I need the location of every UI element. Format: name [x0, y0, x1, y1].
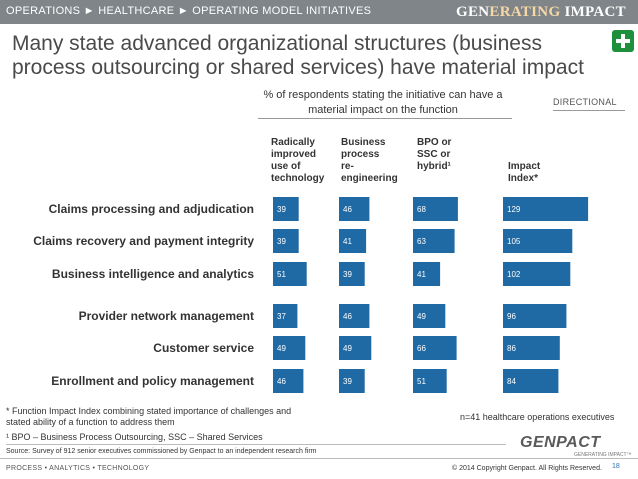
page-title: Many state advanced organizational struc… — [12, 32, 584, 79]
bar-value-label: 39 — [277, 237, 286, 246]
directional-divider — [553, 110, 625, 111]
bar-value-label: 41 — [343, 237, 352, 246]
bar — [413, 229, 455, 253]
bar-value-label: 39 — [343, 377, 352, 386]
bar-value-label: 46 — [343, 312, 352, 321]
row-label: Claims recovery and payment integrity — [33, 234, 254, 248]
bar — [339, 229, 367, 253]
bar-value-label: 84 — [507, 377, 516, 386]
bar — [503, 197, 589, 221]
subtitle-divider — [258, 118, 512, 119]
column-header-line: process — [341, 149, 380, 160]
column-header-line: hybrid¹ — [417, 161, 451, 172]
column-header-line: Impact — [508, 161, 541, 172]
bar-value-label: 66 — [417, 344, 426, 353]
row-label: Enrollment and policy management — [51, 374, 254, 388]
column-header-line: technology — [271, 173, 325, 184]
column-header-line: Index* — [508, 173, 539, 184]
brand-middle: ERATING — [489, 4, 561, 20]
bar — [273, 369, 304, 393]
column-header-bpo: BPO or SSC or hybrid¹ — [417, 137, 451, 173]
genpact-logo: GENPACT — [520, 434, 601, 451]
bar — [273, 336, 306, 360]
breadcrumb: OPERATIONS ► HEALTHCARE ► OPERATING MODE… — [6, 5, 372, 17]
footnote-impact-index: * Function Impact Index combining stated… — [6, 406, 292, 427]
brand-wordmark: GENERATING IMPACT — [456, 4, 626, 21]
bar-value-label: 49 — [343, 344, 352, 353]
chart-subtitle: % of respondents stating the initiative … — [263, 89, 503, 116]
source-divider — [6, 444, 506, 445]
bar — [273, 229, 299, 253]
column-header-line: BPO or — [417, 137, 452, 148]
bar — [413, 197, 458, 221]
bar-value-label: 129 — [507, 205, 521, 214]
bar-value-label: 39 — [277, 205, 286, 214]
bar-value-label: 63 — [417, 237, 426, 246]
bar — [273, 197, 299, 221]
bar — [503, 229, 573, 253]
bar — [339, 262, 365, 286]
bar-value-label: 37 — [277, 312, 286, 321]
bar — [503, 304, 567, 328]
bar-value-label: 46 — [343, 205, 352, 214]
bar-value-label: 102 — [507, 270, 521, 279]
column-header-line: SSC or — [417, 149, 451, 160]
page-number: 18 — [612, 463, 620, 470]
bar — [339, 304, 370, 328]
bar — [503, 336, 560, 360]
column-header-line: improved — [271, 149, 317, 160]
bar-value-label: 49 — [417, 312, 426, 321]
bar — [413, 262, 441, 286]
footer-tagline: PROCESS • ANALYTICS • TECHNOLOGY — [6, 465, 150, 472]
bar — [503, 369, 559, 393]
column-header-line: use of — [271, 161, 301, 172]
bar-value-label: 105 — [507, 237, 521, 246]
bar-value-label: 39 — [343, 270, 352, 279]
footer-divider — [0, 458, 638, 459]
healthcare-cross-icon — [612, 30, 634, 52]
brand-suffix: IMPACT — [560, 4, 626, 20]
bar-value-label: 41 — [417, 270, 426, 279]
bar — [413, 369, 447, 393]
bar-value-label: 86 — [507, 344, 516, 353]
row-label: Business intelligence and analytics — [51, 267, 254, 281]
bar — [413, 304, 446, 328]
column-header-impact-index: Impact Index* — [508, 161, 540, 185]
bar — [273, 304, 298, 328]
column-header-line: Business — [341, 137, 386, 148]
row-label: Claims processing and adjudication — [48, 202, 254, 216]
footnote-bpo: ¹ BPO – Business Process Outsourcing, SS… — [6, 432, 263, 442]
genpact-tagline: GENERATING IMPACT™ — [574, 452, 632, 458]
bar — [339, 369, 365, 393]
top-banner — [0, 0, 638, 24]
bar — [339, 336, 372, 360]
bar-value-label: 96 — [507, 312, 516, 321]
bar-value-label: 68 — [417, 205, 426, 214]
source-note: Source: Survey of 912 senior executives … — [6, 448, 317, 455]
sample-size-note: n=41 healthcare operations executives — [460, 412, 615, 422]
copyright-notice: © 2014 Copyright Genpact. All Rights Res… — [452, 465, 602, 472]
bar — [413, 336, 457, 360]
bar — [273, 262, 307, 286]
bar-value-label: 49 — [277, 344, 286, 353]
column-header-line: engineering — [341, 173, 398, 184]
column-header-reengineering: Business process re- engineering — [341, 137, 398, 185]
bar — [339, 197, 370, 221]
column-header-line: Radically — [271, 137, 315, 148]
directional-tag: DIRECTIONAL — [553, 97, 617, 107]
row-label: Provider network management — [78, 309, 254, 323]
row-label: Customer service — [153, 341, 254, 355]
brand-prefix: GEN — [456, 4, 490, 20]
bar-value-label: 46 — [277, 377, 286, 386]
bar-value-label: 51 — [417, 377, 426, 386]
column-header-line: re- — [341, 161, 354, 172]
bar-value-label: 51 — [277, 270, 286, 279]
column-header-technology: Radically improved use of technology — [271, 137, 324, 185]
bar — [503, 262, 571, 286]
